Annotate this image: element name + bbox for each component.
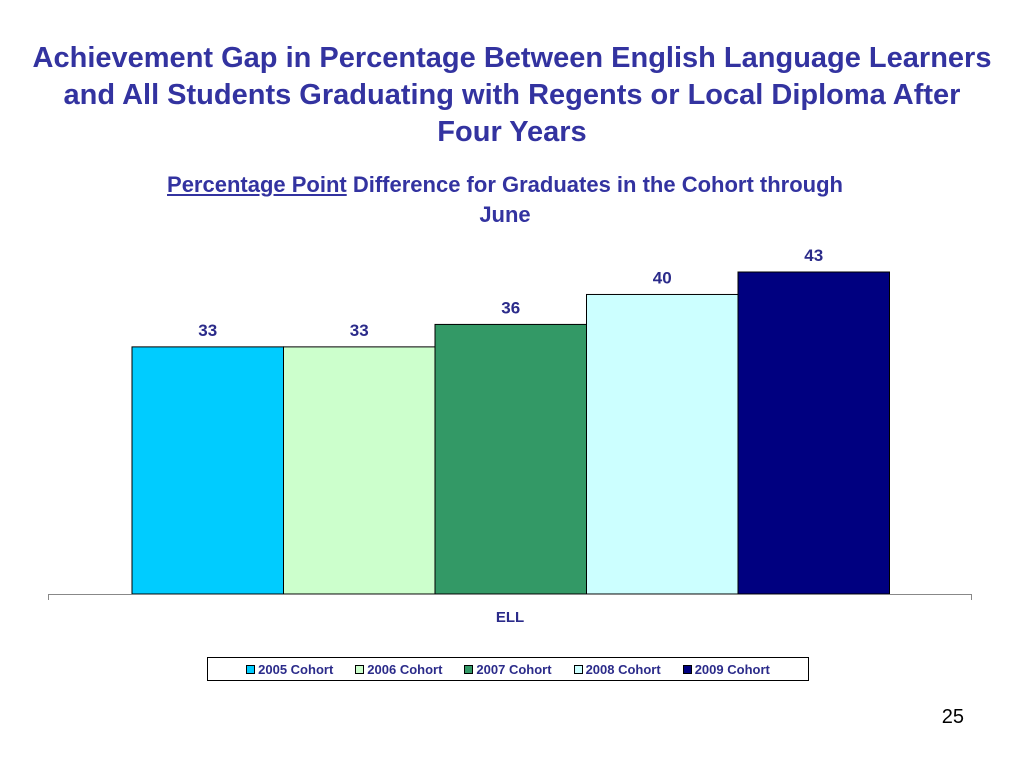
value-label: 43 <box>804 246 823 265</box>
legend-item: 2006 Cohort <box>355 662 442 677</box>
subtitle-rest: Difference for Graduates in the Cohort t… <box>346 172 843 227</box>
legend-label: 2007 Cohort <box>476 661 552 677</box>
legend-item: 2008 Cohort <box>573 661 661 677</box>
legend-swatch <box>246 664 256 674</box>
bar-2007-cohort <box>434 323 587 595</box>
value-label: 33 <box>198 321 217 340</box>
value-label: 40 <box>653 268 672 287</box>
bar-2008-cohort <box>586 293 739 595</box>
bar-2005-cohort <box>131 346 284 595</box>
bar-chart: 33 33 36 40 43 ELL <box>48 246 972 626</box>
value-label: 36 <box>501 298 520 317</box>
value-labels-group: 33 33 36 40 43 <box>198 246 823 340</box>
bar-2009-cohort <box>737 271 890 595</box>
chart-title: Achievement Gap in Percentage Between En… <box>32 42 992 148</box>
page-number: 25 <box>941 706 964 728</box>
legend-swatch <box>355 664 365 674</box>
legend-swatch <box>573 664 583 674</box>
value-label: 33 <box>350 321 369 340</box>
legend-label: 2005 Cohort <box>258 661 334 677</box>
legend-label: 2009 Cohort <box>694 661 770 677</box>
subtitle-emphasis: Percentage Point <box>167 172 347 197</box>
legend-item: 2007 Cohort <box>464 661 552 677</box>
legend-swatch <box>682 664 692 674</box>
chart-subtitle: Percentage Point Difference for Graduate… <box>150 170 860 230</box>
bar-2006-cohort <box>283 346 436 595</box>
legend-item: 2009 Cohort <box>682 661 770 677</box>
legend-label: 2006 Cohort <box>367 661 443 677</box>
legend-label: 2008 Cohort <box>585 661 661 677</box>
legend-swatch <box>464 664 474 674</box>
category-label: ELL <box>496 609 524 626</box>
legend: 2005 Cohort 2006 Cohort 2007 Cohort 2008 Co… <box>207 657 809 681</box>
bars-group <box>131 271 890 595</box>
category-labels-group: ELL <box>496 609 524 626</box>
legend-item: 2005 Cohort <box>246 662 333 677</box>
